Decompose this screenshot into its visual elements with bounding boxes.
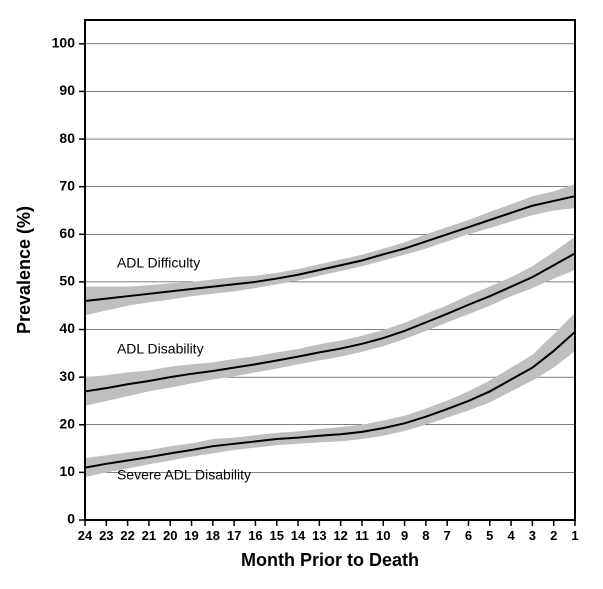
x-tick-label: 16 (248, 528, 262, 543)
x-tick-label: 20 (163, 528, 177, 543)
x-tick-label: 22 (120, 528, 134, 543)
x-tick-label: 21 (142, 528, 156, 543)
x-tick-label: 6 (465, 528, 472, 543)
y-tick-label: 90 (59, 82, 75, 98)
y-axis-label: Prevalence (%) (14, 206, 34, 334)
chart-container: 0 10 20 30 40 50 60 70 80 90 100 ADL Difficulty ADL … (0, 0, 603, 589)
x-tick-label: 11 (355, 528, 369, 543)
x-tick-label: 10 (376, 528, 390, 543)
x-tick-label: 23 (99, 528, 113, 543)
y-tick-label: 10 (59, 463, 75, 479)
x-tick-label: 5 (486, 528, 493, 543)
series-label: Severe ADL Disability (117, 467, 251, 483)
x-tick-label: 15 (270, 528, 284, 543)
x-tick-label: 13 (312, 528, 326, 543)
x-tick-label: 14 (291, 528, 306, 543)
x-tick-label: 3 (529, 528, 536, 543)
x-tick-label: 18 (206, 528, 220, 543)
series-label: ADL Disability (117, 340, 204, 356)
x-tick-label: 7 (444, 528, 451, 543)
x-tick-label: 17 (227, 528, 241, 543)
x-tick-label: 12 (333, 528, 347, 543)
x-tick-label: 4 (507, 528, 515, 543)
y-tick-label: 30 (59, 368, 75, 384)
x-tick-label: 24 (78, 528, 93, 543)
x-axis-label: Month Prior to Death (241, 550, 419, 570)
y-tick-label: 60 (59, 225, 75, 241)
series-label: ADL Difficulty (117, 255, 200, 271)
y-tick-label: 100 (52, 35, 76, 51)
x-tick-label: 1 (571, 528, 578, 543)
y-tick-label: 20 (59, 415, 75, 431)
x-tick-label: 9 (401, 528, 408, 543)
y-tick-label: 0 (67, 511, 75, 527)
x-tick-label: 8 (422, 528, 429, 543)
y-tick-label: 40 (59, 320, 75, 336)
x-tick-label: 2 (550, 528, 557, 543)
y-tick-label: 70 (59, 177, 75, 193)
y-tick-label: 50 (59, 273, 75, 289)
line-chart: 0 10 20 30 40 50 60 70 80 90 100 ADL Difficulty ADL … (0, 0, 603, 589)
y-tick-label: 80 (59, 130, 75, 146)
x-tick-label: 19 (184, 528, 198, 543)
